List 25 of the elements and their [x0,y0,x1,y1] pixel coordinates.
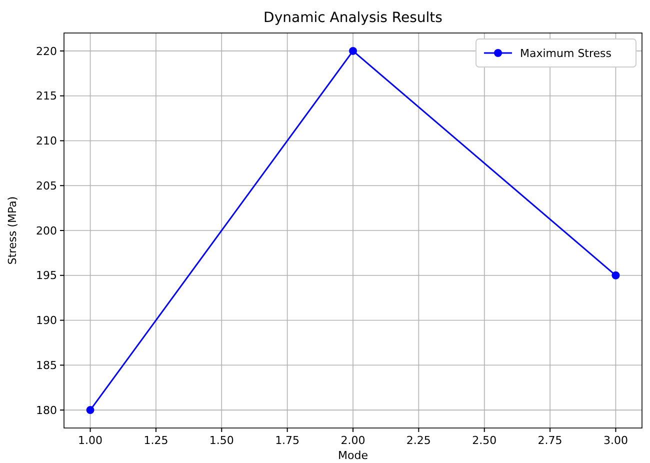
legend-label: Maximum Stress [520,46,612,60]
point [349,46,357,55]
y-tick-label: 195 [36,269,57,282]
x-tick-label: 2.50 [472,434,497,447]
x-tick-label: 1.75 [275,434,300,447]
y-tick-label: 185 [36,359,57,372]
x-tick-label: 2.25 [406,434,431,447]
x-tick-label: 1.00 [78,434,103,447]
y-tick-label: 180 [36,404,57,417]
point [86,406,94,414]
y-tick-label: 210 [36,134,57,148]
y-axis-title: Stress (MPa) [6,196,19,265]
x-tick-label: 2.00 [340,434,366,447]
chart-title: Dynamic Analysis Results [264,10,442,26]
y-tick-label: 200 [36,224,57,238]
point [612,271,620,280]
x-tick-label: 3.00 [603,434,628,447]
x-tick-label: 1.50 [209,434,234,447]
y-tick-label: 215 [36,90,57,103]
x-tick-label: 2.75 [538,434,562,447]
x-axis-title: Mode [338,449,368,462]
y-tick-label: 220 [36,44,57,58]
x-tick-label: 1.25 [144,434,168,447]
y-tick-label: 190 [36,314,57,328]
y-tick-label: 205 [36,179,57,192]
